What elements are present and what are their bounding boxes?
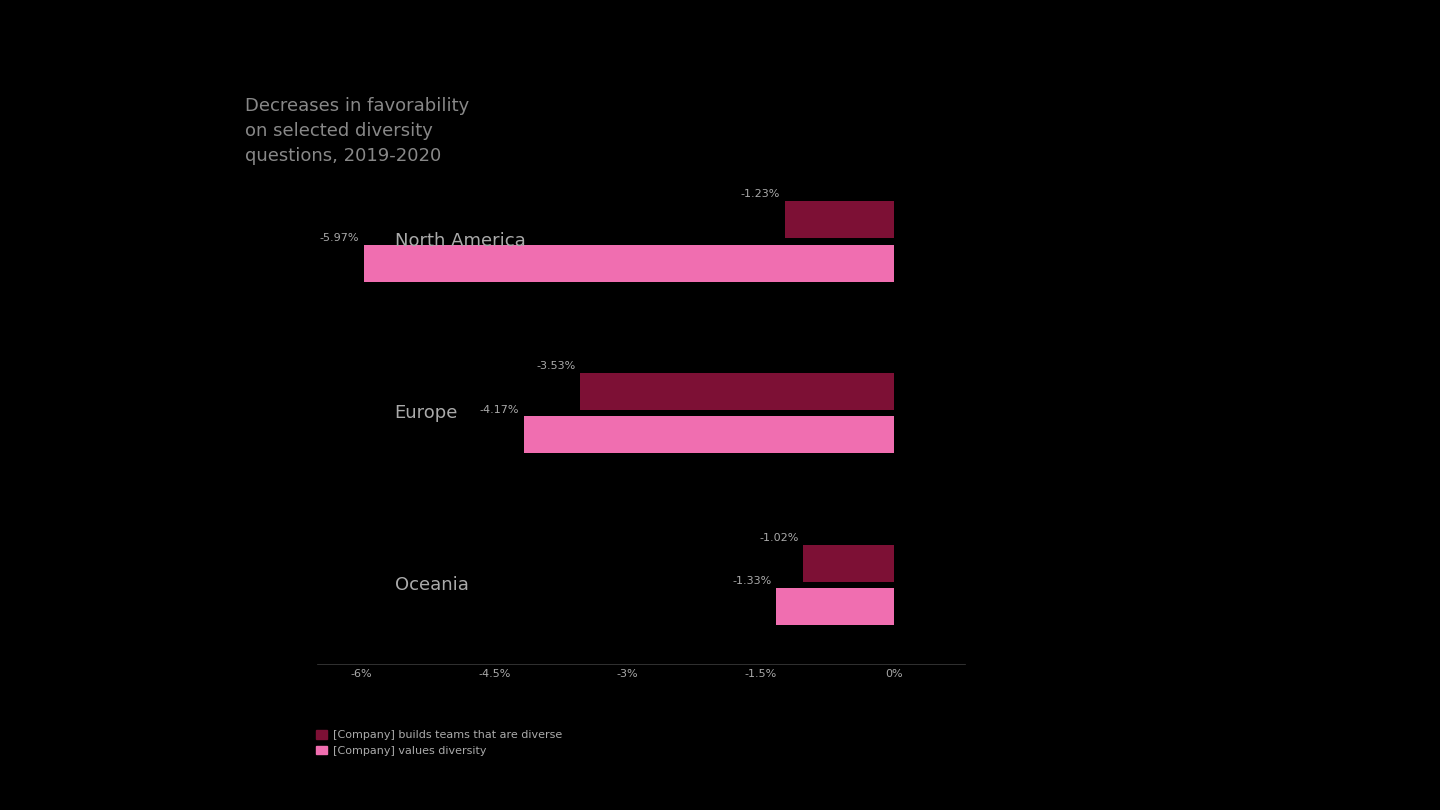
Text: -1.23%: -1.23%	[740, 190, 780, 199]
Bar	[804, 544, 894, 582]
Text: -3.53%: -3.53%	[537, 361, 576, 371]
Text: -1.02%: -1.02%	[759, 533, 799, 543]
Text: Decreases in favorability
on selected diversity
questions, 2019-2020: Decreases in favorability on selected di…	[245, 97, 469, 165]
Text: -5.97%: -5.97%	[320, 232, 360, 243]
Text: Oceania: Oceania	[395, 576, 468, 594]
Text: North America: North America	[395, 232, 526, 250]
Text: -4.17%: -4.17%	[480, 404, 520, 415]
Text: -1.33%: -1.33%	[732, 577, 772, 586]
Bar	[785, 201, 894, 238]
Bar	[524, 416, 894, 454]
Text: Europe: Europe	[395, 404, 458, 422]
Bar	[580, 373, 894, 410]
Bar	[776, 588, 894, 625]
Bar	[364, 245, 894, 282]
Legend: [Company] builds teams that are diverse, [Company] values diversity: [Company] builds teams that are diverse,…	[315, 730, 562, 756]
